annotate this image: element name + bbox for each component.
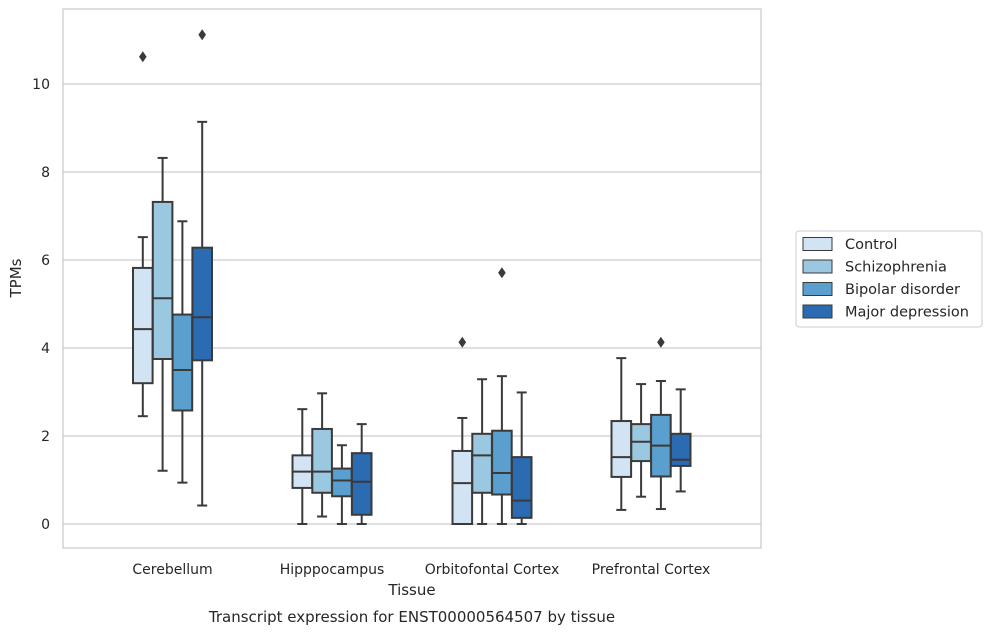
legend-swatch-3 — [802, 304, 833, 319]
plot-frame — [62, 8, 762, 549]
outlier-point-0 — [498, 267, 506, 279]
legend-label-0: Control — [845, 237, 897, 253]
x-tick-label-2: Orbitofontal Cortex — [425, 562, 560, 578]
box-body — [311, 427, 333, 494]
y-tick-label-0: 0 — [41, 517, 50, 533]
legend-swatch-0 — [802, 237, 833, 251]
x-tick-label-1: Hipppocampus — [280, 562, 385, 578]
legend-swatch-2 — [802, 282, 833, 296]
outlier-point-0 — [198, 29, 206, 41]
chart-caption: Transcript expression for ENST0000056450… — [208, 608, 615, 626]
x-axis-label: Tissue — [387, 581, 435, 599]
box-body — [451, 449, 474, 525]
box-body — [669, 432, 692, 467]
y-tick-label-5: 10 — [32, 77, 50, 93]
box-body — [610, 420, 633, 478]
y-axis-label: TPMs — [7, 258, 25, 298]
y-tick-label-2: 4 — [41, 341, 50, 357]
box-1-0 — [291, 408, 314, 525]
boxes-layer — [132, 29, 692, 525]
box-body — [191, 246, 213, 362]
box-0-1 — [151, 156, 174, 472]
box-0-3 — [191, 29, 213, 507]
box-body — [331, 467, 353, 498]
x-tick-label-0: Cerebellum — [132, 562, 212, 578]
box-body — [151, 200, 174, 360]
box-2-1 — [471, 378, 493, 525]
legend-label-2: Bipolar disorder — [845, 282, 960, 298]
box-body — [510, 456, 533, 519]
box-2-3 — [510, 391, 533, 525]
legend-frame — [795, 230, 983, 328]
y-tick-label-4: 8 — [41, 165, 50, 181]
box-3-1 — [630, 383, 652, 498]
y-axis-ticks: 0 2 4 6 8 10 — [32, 77, 50, 533]
x-tick-label-3: Prefrontal Cortex — [592, 562, 711, 578]
box-body — [350, 452, 373, 516]
legend-label-1: Schizophrenia — [845, 260, 947, 276]
box-3-3 — [669, 388, 692, 493]
legend-swatch-1 — [802, 259, 833, 274]
box-body — [491, 429, 513, 496]
y-tick-label-3: 6 — [41, 253, 50, 269]
box-body — [471, 432, 493, 494]
box-0-0 — [132, 51, 154, 418]
outlier-point-0 — [139, 51, 147, 63]
box-body — [132, 266, 154, 385]
legend-label-3: Major depression — [845, 305, 969, 321]
outlier-point-0 — [657, 336, 665, 348]
legend: Control Schizophrenia Bipolar disorder Majo… — [795, 230, 983, 328]
box-0-2 — [171, 220, 194, 484]
box-body — [171, 313, 194, 412]
box-1-1 — [311, 392, 333, 518]
outlier-point-0 — [458, 336, 467, 348]
box-1-3 — [350, 423, 373, 525]
x-axis-ticks: Cerebellum Hipppocampus Orbitofontal Corte… — [132, 562, 710, 578]
y-tick-label-1: 2 — [41, 429, 50, 445]
